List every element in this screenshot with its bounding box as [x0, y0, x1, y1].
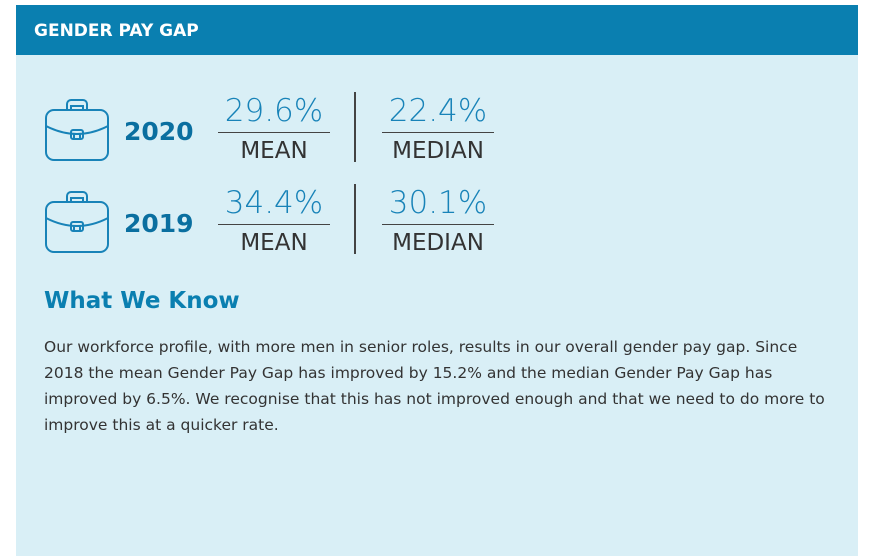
median-value: 30.1% [382, 182, 494, 225]
year: 2020 [124, 117, 194, 146]
briefcase-icon [45, 99, 109, 161]
section-body: Our workforce profile, with more men in … [44, 338, 825, 434]
icon-box [43, 96, 111, 168]
stat-row: 2019 34.4% MEAN 30.1% MEDIAN [16, 182, 858, 272]
mean-label: MEAN [240, 230, 308, 256]
divider [354, 92, 356, 162]
briefcase-icon [45, 191, 109, 253]
mean-stat: 34.4% MEAN [218, 182, 330, 261]
header-title: GENDER PAY GAP [16, 5, 858, 55]
stat-row: 2020 29.6% MEAN 22.4% MEDIAN [16, 90, 858, 180]
mean-value: 34.4% [218, 182, 330, 225]
divider [354, 184, 356, 254]
icon-box [43, 188, 111, 260]
mean-label: MEAN [240, 138, 308, 164]
mean-value: 29.6% [218, 90, 330, 133]
median-label: MEDIAN [392, 230, 484, 256]
section-heading: What We Know [44, 288, 240, 314]
median-label: MEDIAN [392, 138, 484, 164]
median-stat: 22.4% MEDIAN [382, 90, 494, 169]
panel: GENDER PAY GAP 2020 29.6% MEAN 22.4% MEDIAN 2… [16, 5, 858, 556]
year: 2019 [124, 209, 194, 238]
mean-stat: 29.6% MEAN [218, 90, 330, 169]
median-value: 22.4% [382, 90, 494, 133]
median-stat: 30.1% MEDIAN [382, 182, 494, 261]
